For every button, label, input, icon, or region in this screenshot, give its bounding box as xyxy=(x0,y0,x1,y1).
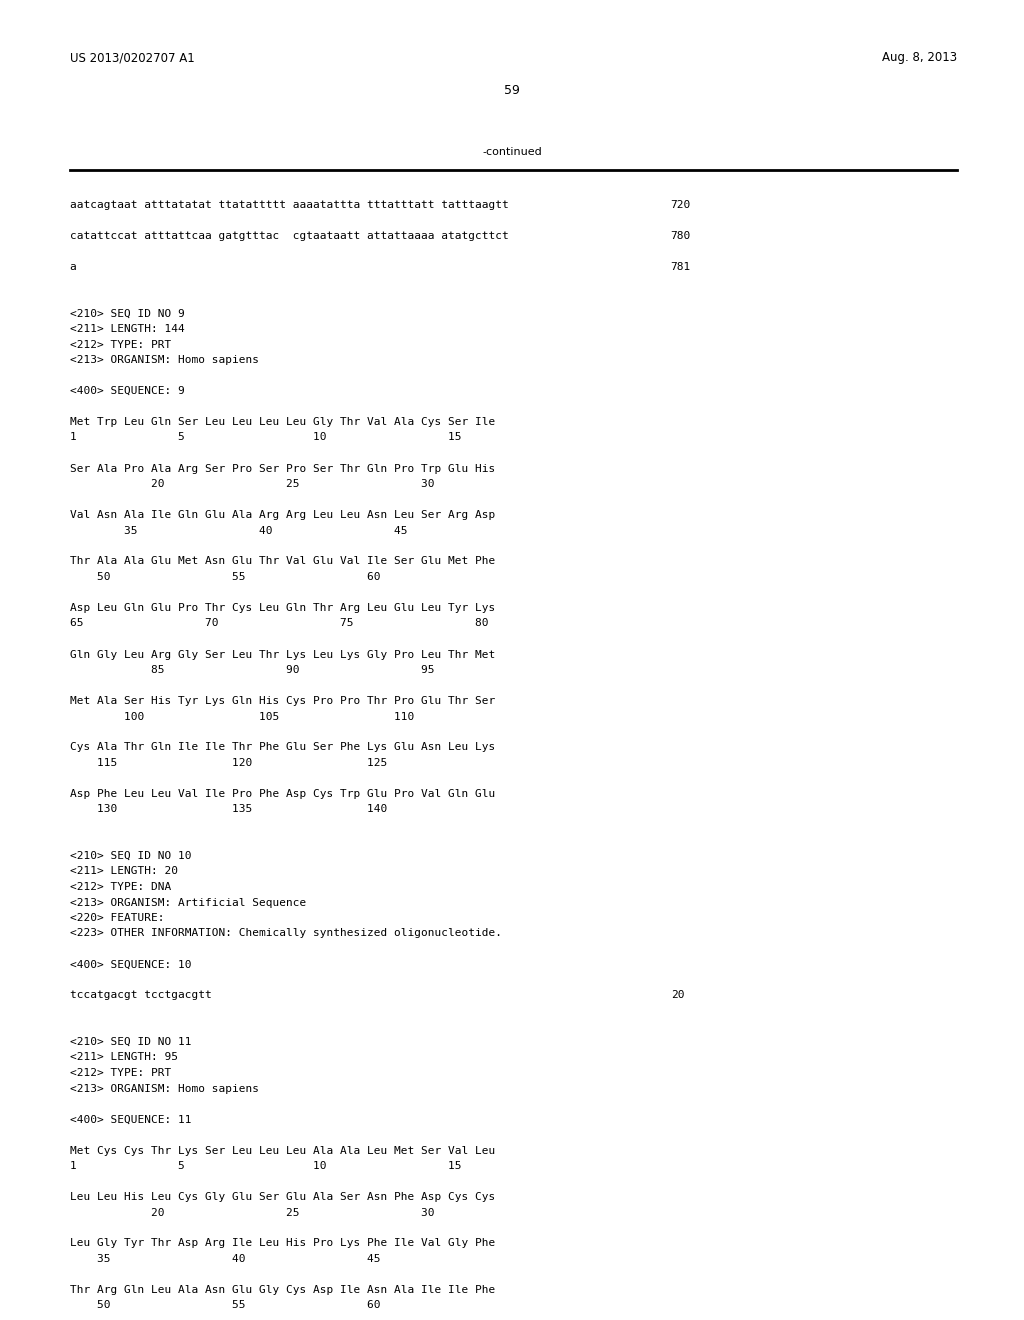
Text: <211> LENGTH: 20: <211> LENGTH: 20 xyxy=(70,866,177,876)
Text: Asp Phe Leu Leu Val Ile Pro Phe Asp Cys Trp Glu Pro Val Gln Glu: Asp Phe Leu Leu Val Ile Pro Phe Asp Cys … xyxy=(70,789,495,799)
Text: 20: 20 xyxy=(671,990,684,1001)
Text: 780: 780 xyxy=(671,231,691,242)
Text: <223> OTHER INFORMATION: Chemically synthesized oligonucleotide.: <223> OTHER INFORMATION: Chemically synt… xyxy=(70,928,502,939)
Text: <212> TYPE: PRT: <212> TYPE: PRT xyxy=(70,1068,171,1078)
Text: 50                  55                  60: 50 55 60 xyxy=(70,1300,380,1311)
Text: <211> LENGTH: 95: <211> LENGTH: 95 xyxy=(70,1052,177,1063)
Text: 20                  25                  30: 20 25 30 xyxy=(70,479,434,488)
Text: Met Trp Leu Gln Ser Leu Leu Leu Leu Gly Thr Val Ala Cys Ser Ile: Met Trp Leu Gln Ser Leu Leu Leu Leu Gly … xyxy=(70,417,495,426)
Text: Thr Ala Ala Glu Met Asn Glu Thr Val Glu Val Ile Ser Glu Met Phe: Thr Ala Ala Glu Met Asn Glu Thr Val Glu … xyxy=(70,557,495,566)
Text: 35                  40                  45: 35 40 45 xyxy=(70,525,408,536)
Text: <400> SEQUENCE: 10: <400> SEQUENCE: 10 xyxy=(70,960,191,969)
Text: Leu Leu His Leu Cys Gly Glu Ser Glu Ala Ser Asn Phe Asp Cys Cys: Leu Leu His Leu Cys Gly Glu Ser Glu Ala … xyxy=(70,1192,495,1203)
Text: 115                 120                 125: 115 120 125 xyxy=(70,758,387,768)
Text: a: a xyxy=(70,261,77,272)
Text: <210> SEQ ID NO 10: <210> SEQ ID NO 10 xyxy=(70,851,191,861)
Text: 59: 59 xyxy=(504,83,520,96)
Text: catattccat atttattcaa gatgtttac  cgtaataatt attattaaaa atatgcttct: catattccat atttattcaa gatgtttac cgtaataa… xyxy=(70,231,508,242)
Text: <220> FEATURE:: <220> FEATURE: xyxy=(70,913,164,923)
Text: -continued: -continued xyxy=(482,147,542,157)
Text: Met Ala Ser His Tyr Lys Gln His Cys Pro Pro Thr Pro Glu Thr Ser: Met Ala Ser His Tyr Lys Gln His Cys Pro … xyxy=(70,696,495,706)
Text: 781: 781 xyxy=(671,261,691,272)
Text: <212> TYPE: DNA: <212> TYPE: DNA xyxy=(70,882,171,892)
Text: <400> SEQUENCE: 9: <400> SEQUENCE: 9 xyxy=(70,385,184,396)
Text: Cys Ala Thr Gln Ile Ile Thr Phe Glu Ser Phe Lys Glu Asn Leu Lys: Cys Ala Thr Gln Ile Ile Thr Phe Glu Ser … xyxy=(70,742,495,752)
Text: <400> SEQUENCE: 11: <400> SEQUENCE: 11 xyxy=(70,1114,191,1125)
Text: 50                  55                  60: 50 55 60 xyxy=(70,572,380,582)
Text: Ser Ala Pro Ala Arg Ser Pro Ser Pro Ser Thr Gln Pro Trp Glu His: Ser Ala Pro Ala Arg Ser Pro Ser Pro Ser … xyxy=(70,463,495,474)
Text: <210> SEQ ID NO 11: <210> SEQ ID NO 11 xyxy=(70,1038,191,1047)
Text: Leu Gly Tyr Thr Asp Arg Ile Leu His Pro Lys Phe Ile Val Gly Phe: Leu Gly Tyr Thr Asp Arg Ile Leu His Pro … xyxy=(70,1238,495,1249)
Text: <212> TYPE: PRT: <212> TYPE: PRT xyxy=(70,339,171,350)
Text: <213> ORGANISM: Homo sapiens: <213> ORGANISM: Homo sapiens xyxy=(70,1084,259,1093)
Text: US 2013/0202707 A1: US 2013/0202707 A1 xyxy=(70,51,195,65)
Text: 1               5                   10                  15: 1 5 10 15 xyxy=(70,1162,461,1171)
Text: Aug. 8, 2013: Aug. 8, 2013 xyxy=(883,51,957,65)
Text: tccatgacgt tcctgacgtt: tccatgacgt tcctgacgtt xyxy=(70,990,211,1001)
Text: <213> ORGANISM: Homo sapiens: <213> ORGANISM: Homo sapiens xyxy=(70,355,259,366)
Text: <213> ORGANISM: Artificial Sequence: <213> ORGANISM: Artificial Sequence xyxy=(70,898,306,908)
Text: <210> SEQ ID NO 9: <210> SEQ ID NO 9 xyxy=(70,309,184,318)
Text: 35                  40                  45: 35 40 45 xyxy=(70,1254,380,1265)
Text: 85                  90                  95: 85 90 95 xyxy=(70,665,434,675)
Text: 20                  25                  30: 20 25 30 xyxy=(70,1208,434,1217)
Text: aatcagtaat atttatatat ttatattttt aaaatattta tttatttatt tatttaagtt: aatcagtaat atttatatat ttatattttt aaaatat… xyxy=(70,201,508,210)
Text: 65                  70                  75                  80: 65 70 75 80 xyxy=(70,619,488,628)
Text: 100                 105                 110: 100 105 110 xyxy=(70,711,414,722)
Text: Val Asn Ala Ile Gln Glu Ala Arg Arg Leu Leu Asn Leu Ser Arg Asp: Val Asn Ala Ile Gln Glu Ala Arg Arg Leu … xyxy=(70,510,495,520)
Text: Met Cys Cys Thr Lys Ser Leu Leu Leu Ala Ala Leu Met Ser Val Leu: Met Cys Cys Thr Lys Ser Leu Leu Leu Ala … xyxy=(70,1146,495,1155)
Text: 1               5                   10                  15: 1 5 10 15 xyxy=(70,433,461,442)
Text: Gln Gly Leu Arg Gly Ser Leu Thr Lys Leu Lys Gly Pro Leu Thr Met: Gln Gly Leu Arg Gly Ser Leu Thr Lys Leu … xyxy=(70,649,495,660)
Text: 720: 720 xyxy=(671,201,691,210)
Text: Thr Arg Gln Leu Ala Asn Glu Gly Cys Asp Ile Asn Ala Ile Ile Phe: Thr Arg Gln Leu Ala Asn Glu Gly Cys Asp … xyxy=(70,1284,495,1295)
Text: Asp Leu Gln Glu Pro Thr Cys Leu Gln Thr Arg Leu Glu Leu Tyr Lys: Asp Leu Gln Glu Pro Thr Cys Leu Gln Thr … xyxy=(70,603,495,612)
Text: 130                 135                 140: 130 135 140 xyxy=(70,804,387,814)
Text: <211> LENGTH: 144: <211> LENGTH: 144 xyxy=(70,323,184,334)
